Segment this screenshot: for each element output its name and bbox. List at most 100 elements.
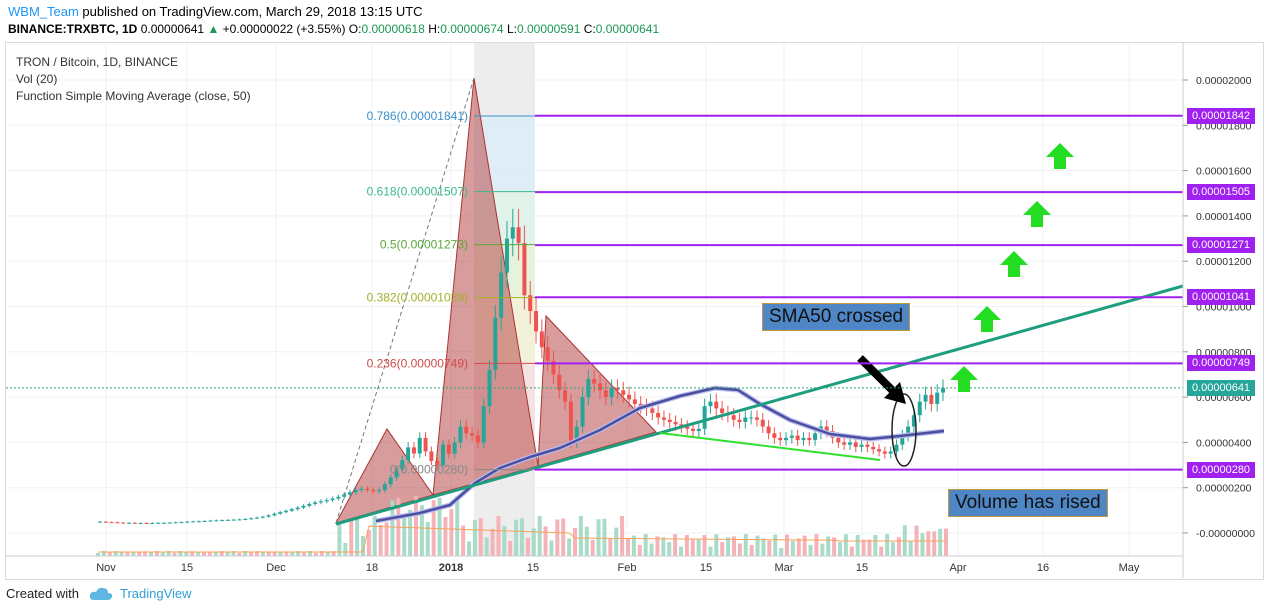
candle-body	[760, 419, 765, 427]
volume-bar	[732, 536, 736, 556]
candle-body	[191, 521, 196, 523]
candle-body	[749, 417, 754, 419]
volume-bar	[349, 520, 354, 556]
close-label: C:	[583, 22, 596, 36]
volume-bar	[313, 552, 318, 556]
candle-body	[347, 492, 352, 495]
level-price-tag: 0.00000280	[1187, 461, 1255, 478]
tradingview-cloud-icon	[89, 587, 112, 600]
volume-bar	[520, 518, 524, 556]
volume-bar	[514, 519, 519, 556]
candle-body	[510, 227, 515, 239]
volume-bar	[832, 537, 837, 556]
volume-bar	[390, 500, 395, 556]
candle-body	[574, 426, 579, 443]
candle-body	[894, 444, 899, 452]
volume-bar	[696, 539, 701, 556]
volume-bar	[266, 551, 271, 556]
volume-bar	[714, 534, 719, 556]
candle-body	[650, 408, 655, 413]
candle-body	[673, 422, 678, 425]
up-triangle-icon: ▲	[207, 22, 220, 36]
high-label: H:	[428, 22, 441, 36]
volume-bar	[567, 538, 572, 556]
volume-bar	[649, 543, 654, 556]
level-price-tag: 0.00001842	[1187, 107, 1255, 124]
sma-crossed-note: SMA50 crossed	[762, 303, 911, 331]
volume-bar	[249, 552, 254, 556]
volume-bar	[372, 516, 377, 556]
volume-bar	[796, 538, 801, 556]
candle-body	[138, 523, 143, 525]
volume-bar	[125, 551, 130, 556]
x-tick-label: May	[1119, 562, 1140, 574]
volume-bars	[96, 496, 948, 556]
volume-bar	[331, 551, 336, 556]
volume-bar	[496, 516, 501, 556]
volume-bar	[932, 531, 937, 556]
time-axis[interactable]: Nov 15 Dec 18 2018 15 Feb 15 Mar 15 Apr 16 May	[6, 555, 1183, 574]
volume-bar	[814, 534, 819, 556]
candle-body	[551, 360, 556, 375]
volume-bar	[867, 539, 872, 556]
candle-body	[923, 394, 928, 402]
candle-body	[470, 433, 475, 436]
up-arrow-icon	[973, 306, 1001, 332]
x-tick-label: Feb	[618, 562, 637, 574]
candle-body	[720, 408, 725, 413]
candle-body	[324, 500, 329, 502]
volume-bar	[443, 516, 448, 556]
volume-bar	[873, 535, 878, 556]
candle-body	[249, 518, 254, 520]
candle-body	[458, 426, 463, 443]
y-tick-label: 0.00001400	[1196, 211, 1252, 223]
candle-body	[487, 369, 492, 407]
candle-body	[499, 272, 504, 318]
volume-bar	[414, 496, 418, 556]
candle-body	[778, 437, 783, 441]
volume-bar	[590, 539, 595, 556]
volume-bar	[702, 535, 707, 556]
volume-bar	[537, 516, 542, 556]
tradingview-link[interactable]: TradingView	[120, 586, 192, 601]
candle-body	[842, 442, 847, 445]
volume-bar	[785, 534, 789, 556]
volume-bar	[908, 540, 913, 556]
candle-body	[161, 522, 166, 524]
candle-body	[638, 403, 643, 407]
volume-bar	[543, 526, 548, 556]
candle-body	[824, 426, 829, 432]
volume-bar	[573, 528, 577, 556]
volume-bar	[343, 542, 348, 556]
candle-body	[859, 444, 864, 447]
candle-body	[801, 437, 806, 441]
volume-bar	[243, 551, 248, 556]
volume-bar	[219, 551, 224, 556]
volume-bar	[107, 552, 112, 556]
volume-bar	[502, 525, 507, 556]
candle-body	[243, 518, 248, 520]
volume-bar	[578, 516, 583, 556]
volume-bar	[849, 546, 854, 556]
last-price: 0.00000641	[140, 22, 205, 36]
candle-body	[336, 496, 341, 499]
candle-body	[208, 520, 213, 522]
fib-anchor-line	[335, 77, 475, 524]
volume-bar	[143, 551, 148, 556]
candle-body	[452, 442, 457, 454]
candle-body	[225, 519, 230, 521]
author-link[interactable]: WBM_Team	[8, 4, 79, 19]
candle-body	[685, 426, 690, 429]
candle-body	[272, 513, 277, 516]
candle-body	[557, 374, 562, 391]
x-tick-label: 15	[700, 562, 712, 574]
volume-bar	[478, 518, 483, 556]
candle-body	[632, 399, 637, 404]
candle-body	[231, 519, 236, 521]
volume-bar	[437, 497, 442, 556]
volume-bar	[231, 551, 236, 556]
volume-bar	[944, 528, 948, 556]
current-price-tag: 0.00000641	[1187, 379, 1255, 396]
candle-body	[423, 437, 428, 452]
